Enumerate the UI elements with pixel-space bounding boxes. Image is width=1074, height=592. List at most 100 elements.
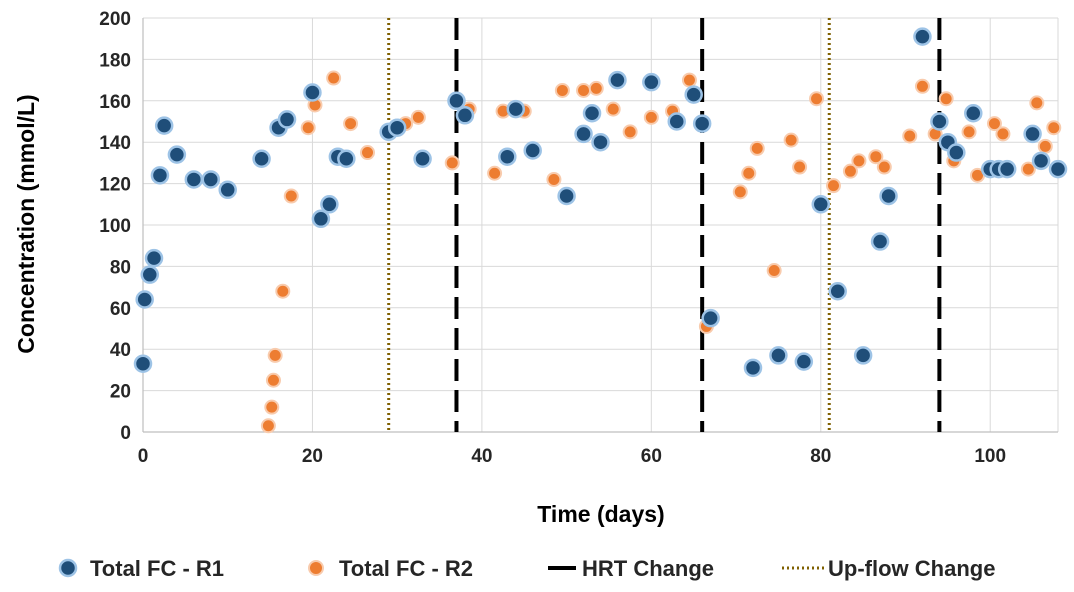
r1-point: [133, 354, 153, 373]
legend-label-r1: Total FC - R1: [90, 556, 224, 581]
r1-point: [455, 106, 475, 125]
y-tick-label: 100: [99, 216, 131, 237]
r1-point: [337, 149, 356, 169]
r2-point: [360, 145, 376, 161]
r2-point: [1046, 120, 1062, 136]
x-tick-label: 0: [138, 446, 149, 467]
r2-point: [851, 153, 867, 169]
tick-labels: 0 20 40 60 80 100 120 140 160 180 200 0 20 40 60 80 100: [99, 9, 1006, 467]
legend-item-r2: Total FC - R2: [308, 556, 473, 581]
r2-point: [267, 347, 283, 363]
r1-point: [498, 147, 517, 166]
r2-point: [783, 132, 799, 148]
r1-point: [135, 290, 154, 309]
r1-point: [218, 180, 237, 200]
r1-point: [447, 91, 466, 111]
legend-item-upflow: Up-flow Change: [782, 556, 995, 581]
r1-point: [523, 141, 542, 160]
legend-marker-r2: [308, 560, 324, 576]
r1-point: [387, 118, 407, 137]
r2-point: [1037, 138, 1053, 154]
r2-point: [264, 399, 280, 415]
x-tick-label: 100: [974, 446, 1006, 467]
r2-point: [605, 101, 621, 117]
r2-point: [260, 418, 276, 434]
r1-point: [557, 186, 576, 206]
r1-point: [684, 85, 703, 104]
r1-point: [769, 346, 788, 365]
r1-point: [140, 265, 160, 284]
y-tick-label: 140: [99, 133, 131, 154]
x-tick-label: 60: [641, 446, 662, 467]
r1-point: [252, 149, 271, 169]
r2-point: [681, 72, 697, 88]
y-tick-label: 200: [99, 9, 131, 30]
r1-point: [413, 149, 432, 169]
r2-point: [546, 171, 562, 187]
r2-point: [265, 372, 281, 388]
r2-point: [842, 163, 858, 179]
r2-point: [588, 80, 604, 96]
r2-point: [283, 188, 299, 204]
r1-point: [506, 99, 526, 119]
r1-point: [997, 159, 1017, 179]
r1-point: [167, 145, 187, 164]
r1-point: [591, 132, 610, 152]
r2-point: [1029, 95, 1045, 111]
r1-point: [828, 281, 847, 301]
r2-point: [741, 165, 757, 181]
y-tick-label: 120: [99, 175, 131, 196]
series-total-fc-r1: [133, 27, 1068, 378]
r2-point: [444, 155, 460, 171]
legend-marker-r1: [58, 558, 78, 578]
r1-point: [794, 352, 814, 371]
r2-point: [554, 82, 570, 98]
r1-point: [184, 170, 204, 189]
r1-point: [608, 70, 627, 90]
legend-label-hrt: HRT Change: [582, 556, 714, 581]
r1-point: [642, 72, 661, 92]
r2-point: [732, 184, 748, 200]
r1-point: [811, 195, 831, 214]
y-tick-label: 0: [120, 423, 131, 444]
r2-point: [914, 78, 930, 94]
r2-point: [749, 140, 765, 156]
r1-point: [574, 124, 593, 144]
y-tick-label: 20: [110, 382, 131, 403]
r2-point: [487, 165, 503, 181]
x-tick-label: 40: [471, 446, 492, 467]
x-tick-label: 80: [810, 446, 831, 467]
r2-point: [300, 120, 316, 136]
r1-point: [154, 116, 174, 135]
legend-item-r1: Total FC - R1: [58, 556, 224, 581]
y-tick-label: 160: [99, 92, 131, 113]
y-tick-label: 180: [99, 50, 131, 71]
change-lines: [387, 18, 942, 432]
r1-point: [1023, 124, 1042, 144]
r1-point: [913, 27, 932, 46]
y-tick-label: 80: [110, 257, 131, 278]
r1-point: [303, 83, 322, 102]
r1-point: [277, 110, 297, 129]
r2-point: [326, 70, 342, 86]
r2-point: [1020, 161, 1036, 177]
r1-point: [201, 170, 221, 189]
legend-item-hrt: HRT Change: [548, 556, 714, 581]
r2-point: [809, 91, 825, 107]
r2-point: [643, 109, 659, 125]
r1-point: [582, 103, 602, 123]
r2-point: [876, 159, 892, 175]
r1-point: [692, 114, 712, 133]
r2-point: [792, 159, 808, 175]
r1-point: [853, 346, 873, 365]
r1-point: [144, 248, 164, 268]
r1-point: [667, 112, 686, 131]
y-axis-title: Concentration (mmol/L): [13, 94, 39, 353]
r1-point: [870, 232, 890, 251]
r1-point: [964, 103, 983, 123]
r2-point: [938, 91, 954, 107]
r1-point: [930, 112, 949, 131]
r1-point: [947, 143, 966, 162]
r2-point: [986, 116, 1002, 132]
r1-point: [311, 209, 331, 229]
